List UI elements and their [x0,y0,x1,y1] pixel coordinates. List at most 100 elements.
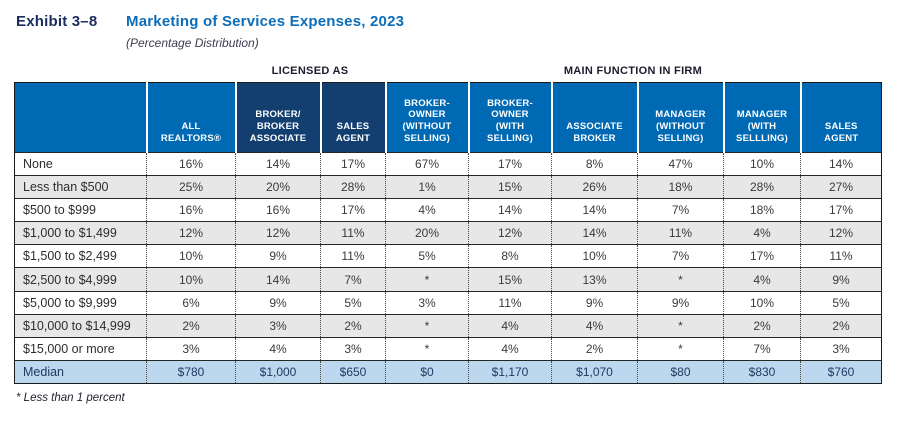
value-cell: 3% [800,336,882,361]
column-header: MANAGER (WITH SELLLING) [722,82,801,153]
table-row: $5,000 to $9,999 6% 9% 5% 3% 11% 9% 9% 10% 5% [14,290,882,315]
value-cell: 2% [800,313,882,338]
value-cell: 5% [800,290,882,315]
value-cell: 15% [468,267,552,292]
value-cell: 10% [723,151,801,176]
row-label-cell: $5,000 to $9,999 [14,290,147,315]
value-cell: 12% [235,221,321,245]
row-label-cell: $1,000 to $1,499 [14,221,147,245]
value-cell: 9% [637,290,724,315]
value-cell: 14% [468,198,552,222]
value-cell: $1,170 [468,359,552,384]
column-header: ASSOCIATE BROKER [550,82,638,153]
value-cell: $760 [800,359,882,384]
value-cell: 4% [551,313,638,338]
value-cell: 25% [146,175,236,199]
value-cell: 9% [551,290,638,315]
footnote: * Less than 1 percent [16,391,125,404]
value-cell: 11% [468,290,552,315]
table-row: $10,000 to $14,999 2% 3% 2% * 4% 4% * 2% 2% [14,313,882,338]
value-cell: 28% [320,175,386,199]
column-header [14,82,147,153]
value-cell: 12% [800,221,882,245]
table-row: None 16% 14% 17% 67% 17% 8% 47% 10% 14% [14,151,882,176]
table-row: Median $780 $1,000 $650 $0 $1,170 $1,070 $80 $83… [14,359,882,384]
value-cell: 20% [235,175,321,199]
value-cell: 12% [468,221,552,245]
value-cell: 10% [146,267,236,292]
table-row: $15,000 or more 3% 4% 3% * 4% 2% * 7% 3% [14,336,882,361]
value-cell: 26% [551,175,638,199]
column-header: SALES AGENT [319,82,386,153]
value-cell: 7% [723,336,801,361]
value-cell: 14% [551,198,638,222]
column-header: SALES AGENT [799,82,882,153]
value-cell: 11% [320,244,386,268]
value-cell: 9% [800,267,882,292]
value-cell: 12% [146,221,236,245]
value-cell: 47% [637,151,724,176]
value-cell: 17% [320,151,386,176]
table-row: $2,500 to $4,999 10% 14% 7% * 15% 13% * 4% 9% [14,267,882,292]
value-cell: 6% [146,290,236,315]
row-label-cell: $500 to $999 [14,198,147,222]
row-label-cell: $1,500 to $2,499 [14,244,147,268]
value-cell: * [385,336,469,361]
value-cell: 11% [800,244,882,268]
value-cell: 3% [320,336,386,361]
value-cell: 2% [146,313,236,338]
value-cell: 16% [146,151,236,176]
column-header: BROKER/ BROKER ASSOCIATE [234,82,321,153]
value-cell: 9% [235,290,321,315]
title-row: Exhibit 3–8 Marketing of Services Expens… [0,0,897,50]
row-label-cell: $10,000 to $14,999 [14,313,147,338]
value-cell: 4% [468,313,552,338]
expenses-table: ALL REALTORS® BROKER/ BROKER ASSOCIATE SAL… [14,82,882,384]
table-row: Less than $500 25% 20% 28% 1% 15% 26% 18% 28% 27% [14,175,882,199]
value-cell: 14% [551,221,638,245]
value-cell: 20% [385,221,469,245]
value-cell: $830 [723,359,801,384]
exhibit-label: Exhibit 3–8 [16,13,98,30]
row-label-cell: Less than $500 [14,175,147,199]
table-row: $1,500 to $2,499 10% 9% 11% 5% 8% 10% 7% 17% 11% [14,244,882,268]
value-cell: $780 [146,359,236,384]
value-cell: 16% [146,198,236,222]
table-row: $500 to $999 16% 16% 17% 4% 14% 14% 7% 18% 17% [14,198,882,222]
value-cell: 5% [385,244,469,268]
value-cell: 4% [723,267,801,292]
value-cell: 3% [146,336,236,361]
value-cell: 13% [551,267,638,292]
value-cell: 8% [468,244,552,268]
value-cell: * [637,267,724,292]
value-cell: $1,070 [551,359,638,384]
value-cell: 18% [723,198,801,222]
value-cell: 2% [723,313,801,338]
header-row: ALL REALTORS® BROKER/ BROKER ASSOCIATE SAL… [14,82,882,153]
group-header-licensed-as: LICENSED AS [271,65,349,77]
value-cell: * [385,313,469,338]
row-label-cell: $2,500 to $4,999 [14,267,147,292]
value-cell: 67% [385,151,469,176]
value-cell: 2% [551,336,638,361]
row-label-cell: $15,000 or more [14,336,147,361]
value-cell: 4% [235,336,321,361]
value-cell: * [385,267,469,292]
value-cell: 7% [320,267,386,292]
value-cell: 2% [320,313,386,338]
page-subtitle: (Percentage Distribution) [126,36,259,50]
value-cell: 10% [723,290,801,315]
column-header: ALL REALTORS® [145,82,236,153]
value-cell: 28% [723,175,801,199]
value-cell: 3% [385,290,469,315]
title-block: Marketing of Services Expenses, 2023 (Pe… [126,13,404,50]
column-header: BROKER- OWNER (WITH SELLING) [467,82,552,153]
value-cell: * [637,336,724,361]
value-cell: 7% [637,198,724,222]
value-cell: 4% [723,221,801,245]
value-cell: 14% [235,267,321,292]
value-cell: $80 [637,359,724,384]
value-cell: 16% [235,198,321,222]
value-cell: 15% [468,175,552,199]
value-cell: 7% [637,244,724,268]
